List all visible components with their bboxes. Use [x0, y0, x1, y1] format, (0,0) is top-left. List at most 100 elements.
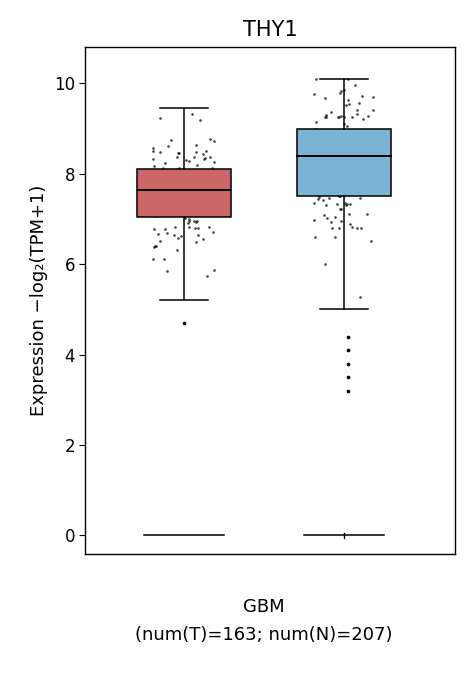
Point — [336, 159, 343, 169]
Point — [186, 214, 193, 225]
Point — [175, 148, 182, 159]
Point — [337, 85, 345, 96]
Point — [351, 179, 358, 190]
Point — [208, 184, 215, 194]
Point — [210, 264, 218, 275]
Point — [332, 170, 339, 181]
Text: GBM: GBM — [243, 598, 285, 616]
Point — [321, 140, 328, 151]
Point — [321, 93, 329, 104]
Point — [175, 194, 183, 205]
Point — [354, 173, 362, 184]
Point — [175, 174, 182, 185]
Point — [329, 139, 337, 150]
Point — [337, 203, 345, 214]
Point — [321, 111, 329, 122]
Point — [341, 165, 349, 176]
Point — [310, 215, 318, 225]
Point — [180, 191, 187, 202]
Point — [362, 186, 369, 197]
Point — [148, 187, 155, 198]
Point — [211, 167, 219, 178]
Point — [312, 138, 320, 148]
Point — [149, 179, 157, 190]
Point — [184, 196, 192, 207]
Point — [365, 169, 373, 180]
Point — [315, 192, 323, 202]
Point — [163, 189, 171, 200]
Point — [356, 192, 364, 203]
Point — [372, 145, 380, 156]
Point — [317, 138, 325, 148]
Point — [322, 109, 330, 120]
Point — [156, 113, 164, 124]
Point — [210, 136, 218, 147]
Point — [320, 209, 328, 220]
Point — [333, 132, 341, 143]
Point — [336, 203, 344, 214]
Point — [346, 209, 353, 219]
Point — [365, 168, 373, 179]
Point — [344, 385, 351, 396]
Point — [323, 179, 331, 190]
Point — [196, 192, 204, 202]
Point — [309, 143, 317, 154]
Point — [359, 146, 366, 157]
Point — [196, 192, 204, 203]
Point — [154, 188, 162, 198]
Point — [310, 197, 318, 208]
Point — [344, 159, 351, 169]
Point — [186, 215, 193, 226]
Point — [209, 195, 216, 206]
Point — [320, 126, 328, 137]
Point — [200, 184, 208, 194]
Point — [165, 192, 173, 203]
Point — [192, 216, 200, 227]
Point — [192, 237, 200, 248]
Point — [331, 143, 339, 154]
Point — [324, 144, 332, 155]
Point — [152, 240, 160, 251]
Point — [335, 150, 342, 161]
Point — [326, 175, 333, 186]
Point — [370, 104, 377, 115]
Point — [206, 152, 214, 163]
Point — [353, 154, 361, 165]
Point — [309, 155, 316, 165]
Point — [364, 183, 372, 194]
Point — [333, 165, 341, 176]
Point — [370, 168, 378, 179]
Point — [368, 184, 375, 195]
Point — [365, 111, 372, 122]
Point — [174, 233, 182, 244]
Point — [171, 222, 179, 233]
Point — [185, 155, 193, 166]
Point — [204, 189, 212, 200]
Point — [173, 163, 181, 174]
Point — [358, 157, 365, 168]
Point — [310, 184, 318, 194]
Point — [149, 205, 157, 215]
Point — [344, 331, 351, 342]
Point — [202, 172, 210, 183]
Point — [341, 188, 348, 199]
Point — [340, 84, 347, 95]
Point — [161, 176, 169, 186]
Point — [319, 126, 326, 137]
Point — [155, 205, 162, 216]
Point — [166, 181, 174, 192]
Point — [314, 135, 321, 146]
Point — [202, 146, 210, 157]
Point — [346, 219, 354, 230]
Point — [156, 236, 164, 246]
Point — [194, 215, 201, 226]
Point — [361, 174, 369, 185]
Point — [372, 180, 379, 190]
Point — [323, 136, 330, 146]
Point — [194, 223, 201, 234]
Point — [371, 174, 378, 185]
Point — [317, 182, 325, 193]
Point — [345, 74, 352, 84]
Point — [333, 182, 340, 192]
Point — [315, 167, 323, 178]
